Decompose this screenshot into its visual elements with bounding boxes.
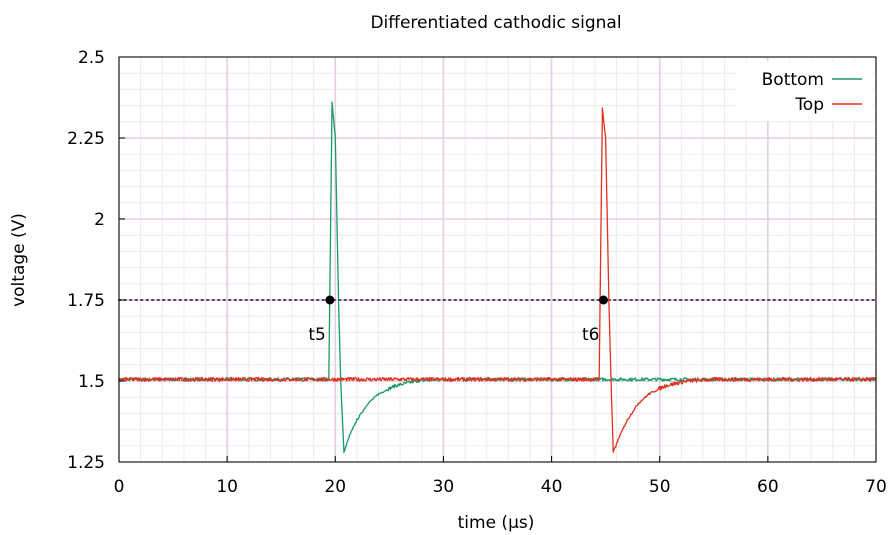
- chart-title: Differentiated cathodic signal: [370, 13, 621, 33]
- series-line-bottom: [118, 101, 877, 454]
- marker-t5: [325, 295, 335, 305]
- legend-label-top: Top: [794, 95, 824, 115]
- series-line-top: [118, 107, 877, 453]
- y-axis-label: voltage (V): [9, 213, 29, 307]
- x-axis-label: time (µs): [458, 513, 535, 533]
- y-tick-label: 2.5: [78, 48, 105, 68]
- plot-frame: [118, 56, 877, 463]
- y-tick-label: 1.25: [67, 453, 105, 473]
- series-layer: [118, 101, 877, 454]
- x-tick-label: 50: [649, 477, 671, 497]
- axis-ticks: 0 10 20 30 40 50 60 70 1.25 1.5 1.75 2 2.25 2.5: [67, 48, 887, 497]
- x-tick-label: 10: [216, 477, 238, 497]
- legend-background: [736, 61, 872, 121]
- x-tick-label: 30: [433, 477, 455, 497]
- y-tick-label: 2.25: [67, 129, 105, 149]
- y-tick-label: 1.5: [78, 372, 105, 392]
- marker-t6: [598, 295, 608, 305]
- annotation-label-t5: t5: [308, 325, 325, 345]
- y-tick-label: 2: [94, 210, 105, 230]
- x-tick-label: 0: [114, 477, 125, 497]
- annotations: t5 t6: [308, 295, 608, 345]
- y-tick-label: 1.75: [67, 291, 105, 311]
- x-tick-label: 40: [541, 477, 563, 497]
- x-tick-label: 70: [865, 477, 887, 497]
- legend-label-bottom: Bottom: [762, 70, 824, 90]
- x-tick-label: 20: [324, 477, 346, 497]
- annotation-label-t6: t6: [582, 325, 599, 345]
- x-tick-label: 60: [757, 477, 779, 497]
- legend: Bottom Top: [736, 61, 872, 121]
